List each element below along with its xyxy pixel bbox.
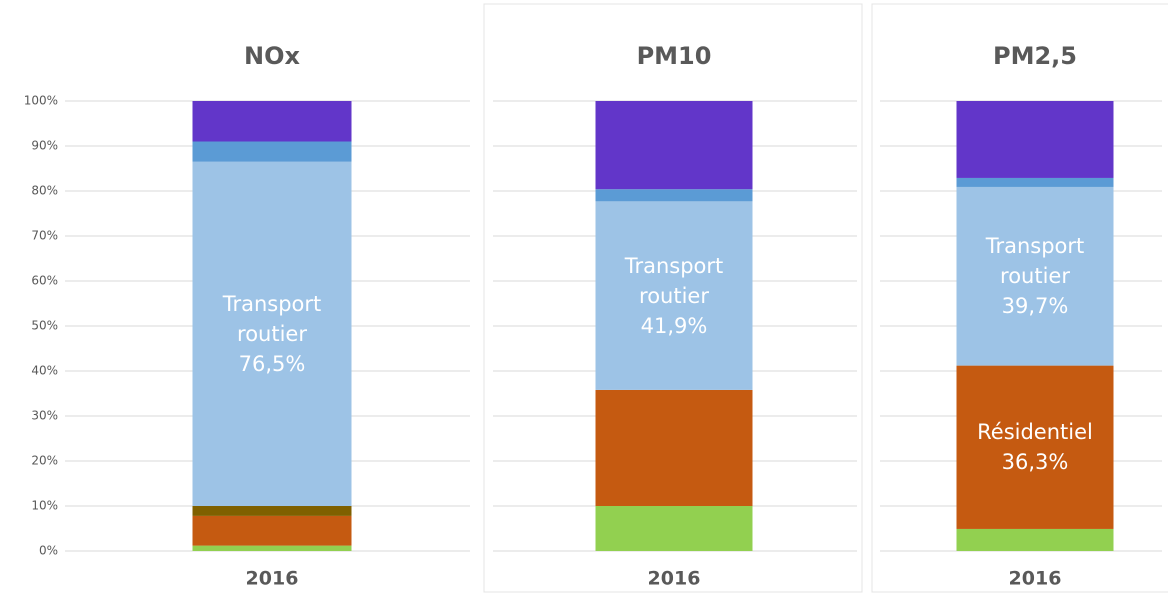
y-tick-label: 50% [31, 319, 58, 333]
segment-value: 36,3% [1001, 450, 1069, 475]
bar-segment [595, 389, 753, 506]
bar-segment [956, 101, 1114, 178]
bar-segment [956, 365, 1114, 529]
segment-value: 41,9% [640, 313, 708, 338]
y-tick-label: 20% [31, 454, 58, 468]
segment-name: Transport routier [222, 291, 322, 346]
y-tick-label: 10% [31, 499, 58, 513]
x-tick-label: 2016 [246, 568, 299, 590]
y-tick-label: 40% [31, 364, 58, 378]
bar-segment [595, 101, 753, 190]
bar-segment [595, 201, 753, 390]
bar-segment [192, 141, 352, 162]
y-tick-label: 90% [31, 139, 58, 153]
segment-value: 39,7% [1001, 294, 1069, 319]
y-tick-label: 0% [39, 544, 58, 558]
data-label: Transport routier 39,7% [960, 231, 1110, 321]
segment-name: Transport routier [985, 234, 1085, 289]
y-tick-label: 70% [31, 229, 58, 243]
bar-segment [956, 186, 1114, 366]
bar-segment [192, 506, 352, 516]
y-tick-label: 60% [31, 274, 58, 288]
bar-segment [192, 515, 352, 546]
bar-segment [192, 101, 352, 142]
chart-title: PM10 [637, 42, 712, 70]
bar-segment [192, 545, 352, 551]
bar-segment [595, 189, 753, 202]
x-tick-label: 2016 [648, 568, 701, 590]
data-label: Résidentiel 36,3% [960, 417, 1110, 477]
segment-name: Transport routier [624, 253, 724, 308]
data-label: Transport routier 76,5% [197, 289, 347, 379]
data-label: Transport routier 41,9% [599, 251, 749, 341]
y-tick-label: 100% [24, 94, 58, 108]
segment-name: Résidentiel [977, 420, 1093, 445]
x-tick-label: 2016 [1009, 568, 1062, 590]
bar-segment [956, 528, 1114, 551]
segment-value: 76,5% [238, 351, 306, 376]
chart-title: PM2,5 [993, 42, 1077, 70]
bar-segment [192, 161, 352, 506]
bar-segment [956, 177, 1114, 187]
panel-border [871, 3, 1168, 593]
bar-segment [595, 506, 753, 551]
chart-title: NOx [244, 42, 300, 70]
y-tick-label: 30% [31, 409, 58, 423]
panel-border [483, 3, 863, 593]
y-tick-label: 80% [31, 184, 58, 198]
